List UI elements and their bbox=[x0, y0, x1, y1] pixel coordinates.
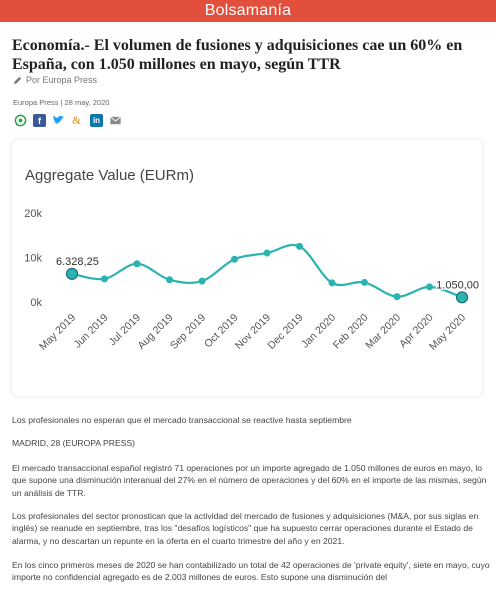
article-author[interactable]: Por Europa Press bbox=[26, 75, 98, 85]
linkedin-icon[interactable]: in bbox=[90, 114, 103, 127]
data-point[interactable] bbox=[296, 242, 303, 250]
data-point[interactable] bbox=[65, 267, 79, 280]
x-tick-label: May 2019 bbox=[37, 312, 78, 353]
article-meta: Europa Press | 28 may, 2020 bbox=[13, 98, 110, 107]
x-tick-label: Sep 2019 bbox=[168, 312, 208, 352]
data-point[interactable] bbox=[231, 255, 238, 263]
article-byline: Por Europa Press bbox=[13, 75, 97, 85]
article-headline: Economía.- El volumen de fusiones y adqu… bbox=[12, 37, 463, 73]
data-point[interactable] bbox=[101, 275, 108, 283]
data-point[interactable] bbox=[426, 283, 433, 291]
x-tick-label: Mar 2020 bbox=[363, 312, 403, 352]
x-tick-label: Dec 2019 bbox=[265, 312, 305, 352]
facebook-icon[interactable]: f bbox=[33, 114, 46, 127]
article-paragraph: Los profesionales del sector pronostican… bbox=[12, 511, 479, 546]
chart-card: Aggregate Value (EURm) 0k 10k 20k 6.328,25… bbox=[12, 140, 482, 396]
article-dateline: MADRID, 28 (EUROPA PRESS) bbox=[12, 438, 136, 448]
site-logo[interactable]: Bolsamanía bbox=[204, 2, 292, 19]
share-bar: f & in bbox=[14, 114, 122, 127]
aggregate-value-chart: Aggregate Value (EURm) 0k 10k 20k 6.328,25… bbox=[24, 167, 480, 353]
data-point[interactable] bbox=[198, 277, 206, 285]
data-label: 6.328,25 bbox=[56, 256, 99, 268]
svg-text:&: & bbox=[72, 115, 81, 127]
google-plus-icon[interactable]: & bbox=[71, 114, 84, 127]
data-point[interactable] bbox=[393, 293, 401, 301]
y-tick-label: 20k bbox=[24, 208, 42, 220]
article-paragraph: En los cinco primeros meses de 2020 se h… bbox=[12, 560, 490, 583]
data-point[interactable] bbox=[133, 260, 141, 268]
chart-title: Aggregate Value (EURm) bbox=[25, 167, 194, 184]
data-point[interactable] bbox=[263, 249, 271, 257]
data-label: 1.050,00 bbox=[436, 279, 479, 291]
twitter-icon[interactable] bbox=[52, 114, 65, 127]
data-point[interactable] bbox=[455, 291, 469, 304]
pen-icon bbox=[13, 76, 22, 84]
y-tick-label: 10k bbox=[24, 253, 42, 265]
whatsapp-icon[interactable] bbox=[14, 114, 27, 127]
article-paragraph: El mercado transaccional español registr… bbox=[12, 463, 487, 498]
data-point[interactable] bbox=[166, 276, 173, 284]
x-tick-label: Jun 2019 bbox=[72, 312, 111, 351]
data-point[interactable] bbox=[328, 279, 336, 287]
site-header: Bolsamanía bbox=[0, 0, 496, 22]
article-subtitle: Los profesionales no esperan que el merc… bbox=[12, 415, 352, 425]
email-icon[interactable] bbox=[109, 114, 122, 127]
data-point[interactable] bbox=[361, 278, 368, 286]
y-tick-label: 0k bbox=[30, 297, 42, 309]
